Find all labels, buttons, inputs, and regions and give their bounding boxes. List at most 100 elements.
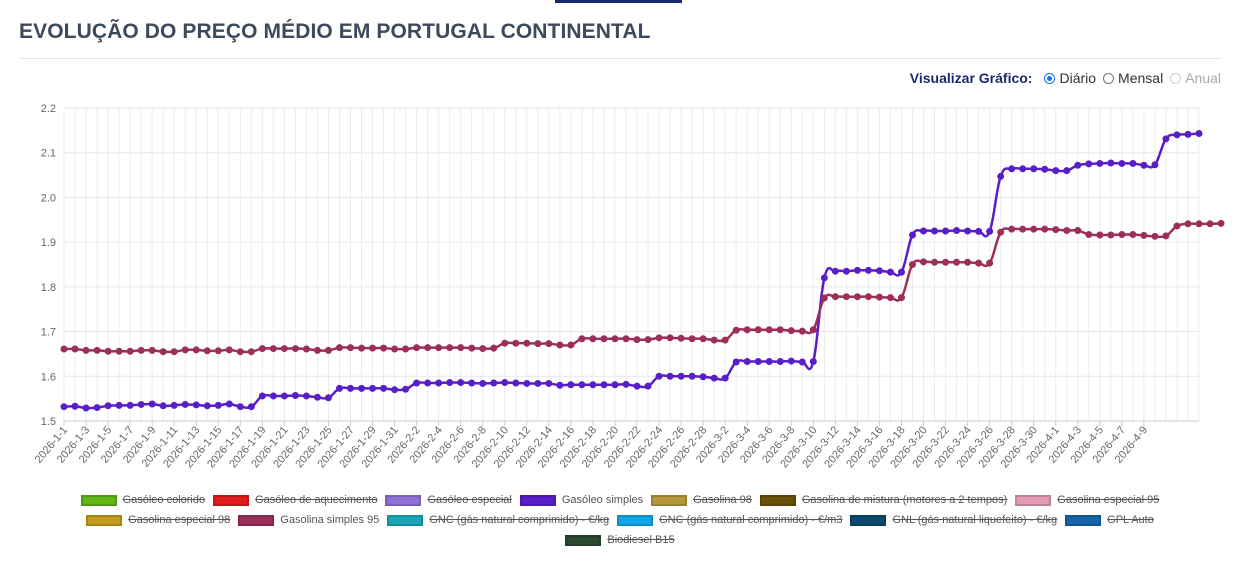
data-point xyxy=(203,347,211,355)
data-point xyxy=(776,326,784,334)
data-point xyxy=(170,401,178,409)
data-point xyxy=(1162,232,1170,240)
page-title: EVOLUÇÃO DO PREÇO MÉDIO EM PORTUGAL CONT… xyxy=(19,20,651,43)
data-point xyxy=(920,227,928,235)
data-point xyxy=(501,339,509,347)
legend-label: Gasolina 98 xyxy=(693,494,752,506)
data-point xyxy=(677,334,685,342)
legend-row: Gasóleo colorido Gasóleo de aquecimento Ga… xyxy=(60,490,1180,510)
legend-item[interactable]: Gasolina especial 98 xyxy=(86,514,230,526)
legend-item[interactable]: Gasóleo simples xyxy=(519,494,643,506)
data-point xyxy=(490,379,498,387)
data-point xyxy=(765,358,773,366)
data-point xyxy=(192,401,200,409)
data-point xyxy=(798,358,806,366)
data-point xyxy=(457,379,465,387)
radio-monthly[interactable] xyxy=(1103,72,1115,84)
data-point xyxy=(1107,159,1115,167)
y-tick-label: 2.0 xyxy=(41,192,56,204)
legend-label: GNC (gás natural comprimido) - €/kg xyxy=(429,514,610,526)
legend-item[interactable]: GPL Auto xyxy=(1065,514,1154,526)
data-point xyxy=(82,404,90,412)
y-tick-label: 2.2 xyxy=(41,103,56,115)
data-point xyxy=(655,334,663,342)
data-point xyxy=(280,392,288,400)
data-point xyxy=(699,373,707,381)
legend-item[interactable]: GNC (gás natural comprimido) - €/kg xyxy=(387,514,609,526)
data-point xyxy=(997,228,1005,236)
data-point xyxy=(435,344,443,352)
data-point xyxy=(920,258,928,266)
data-point xyxy=(380,344,388,352)
data-point xyxy=(754,358,762,366)
data-point xyxy=(1184,130,1192,138)
view-option-annual: Anual xyxy=(1170,70,1221,86)
data-point xyxy=(1041,225,1049,233)
radio-daily[interactable] xyxy=(1044,72,1056,84)
legend-item[interactable]: Gasóleo colorido xyxy=(80,494,206,506)
data-point xyxy=(512,379,520,387)
legend-item[interactable]: Gasolina 98 xyxy=(651,494,752,506)
data-point xyxy=(1195,129,1203,137)
data-point xyxy=(347,344,355,352)
data-point xyxy=(589,381,597,389)
legend-item[interactable]: Gasolina simples 95 xyxy=(238,514,379,526)
data-point xyxy=(864,293,872,301)
data-point xyxy=(699,335,707,343)
data-point xyxy=(567,341,575,349)
legend-label: Gasolina especial 95 xyxy=(1057,494,1160,506)
chart-series xyxy=(60,129,1225,412)
data-point xyxy=(655,372,663,380)
data-point xyxy=(71,402,79,410)
legend-swatch xyxy=(617,514,654,526)
legend-item[interactable]: Gasóleo especial xyxy=(385,494,512,506)
data-point xyxy=(391,386,399,394)
data-point xyxy=(512,339,520,347)
view-option-monthly[interactable]: Mensal xyxy=(1103,70,1163,86)
data-point xyxy=(159,402,167,410)
data-point xyxy=(280,345,288,353)
data-point xyxy=(975,227,983,235)
view-option-daily[interactable]: Diário xyxy=(1044,70,1096,86)
data-point xyxy=(192,346,200,354)
data-point xyxy=(490,344,498,352)
price-line-chart: 1.5 1.6 1.7 1.8 1.9 2.0 2.1 2.2 2026-1-12026-1-… xyxy=(33,103,1225,470)
legend-item[interactable]: GNL (gás natural liquefeito) - €/kg xyxy=(850,514,1057,526)
data-point xyxy=(324,346,332,354)
legend-swatch xyxy=(86,514,123,526)
data-point xyxy=(247,403,255,411)
data-point xyxy=(732,326,740,334)
legend-label: Gasóleo especial xyxy=(427,494,512,506)
data-point xyxy=(842,293,850,301)
view-selector: Visualizar Gráfico: Diário Mensal Anual xyxy=(910,70,1221,86)
y-tick-label: 1.7 xyxy=(41,327,56,339)
legend-item[interactable]: Biodiesel B15 xyxy=(565,534,675,546)
data-point xyxy=(126,347,134,355)
data-point xyxy=(886,268,894,276)
legend-label: Gasóleo colorido xyxy=(122,494,206,506)
data-point xyxy=(1008,225,1016,233)
data-point xyxy=(159,348,167,356)
data-point xyxy=(688,335,696,343)
series-line xyxy=(63,222,1222,354)
legend-row: Gasolina especial 98 Gasolina simples 95 G… xyxy=(60,510,1180,530)
data-point xyxy=(1019,225,1027,233)
data-point xyxy=(1129,231,1137,239)
legend-label: GPL Auto xyxy=(1107,514,1154,526)
legend-swatch xyxy=(565,534,602,546)
data-point xyxy=(765,326,773,334)
data-point xyxy=(1140,231,1148,239)
data-point xyxy=(1107,231,1115,239)
data-point xyxy=(622,380,630,388)
data-point xyxy=(820,274,828,282)
data-point xyxy=(1173,131,1181,139)
legend-item[interactable]: Gasóleo de aquecimento xyxy=(213,494,377,506)
legend-swatch xyxy=(387,514,424,526)
legend-label: Gasolina simples 95 xyxy=(280,514,380,526)
legend-item[interactable]: Gasolina especial 95 xyxy=(1015,494,1159,506)
data-point xyxy=(1074,227,1082,235)
legend-item[interactable]: Gasolina de mistura (motores a 2 tempos) xyxy=(759,494,1007,506)
legend-label: GNC (gás natural comprimido) - €/m3 xyxy=(659,514,843,526)
legend-item[interactable]: GNC (gás natural comprimido) - €/m3 xyxy=(617,514,842,526)
data-point xyxy=(600,335,608,343)
